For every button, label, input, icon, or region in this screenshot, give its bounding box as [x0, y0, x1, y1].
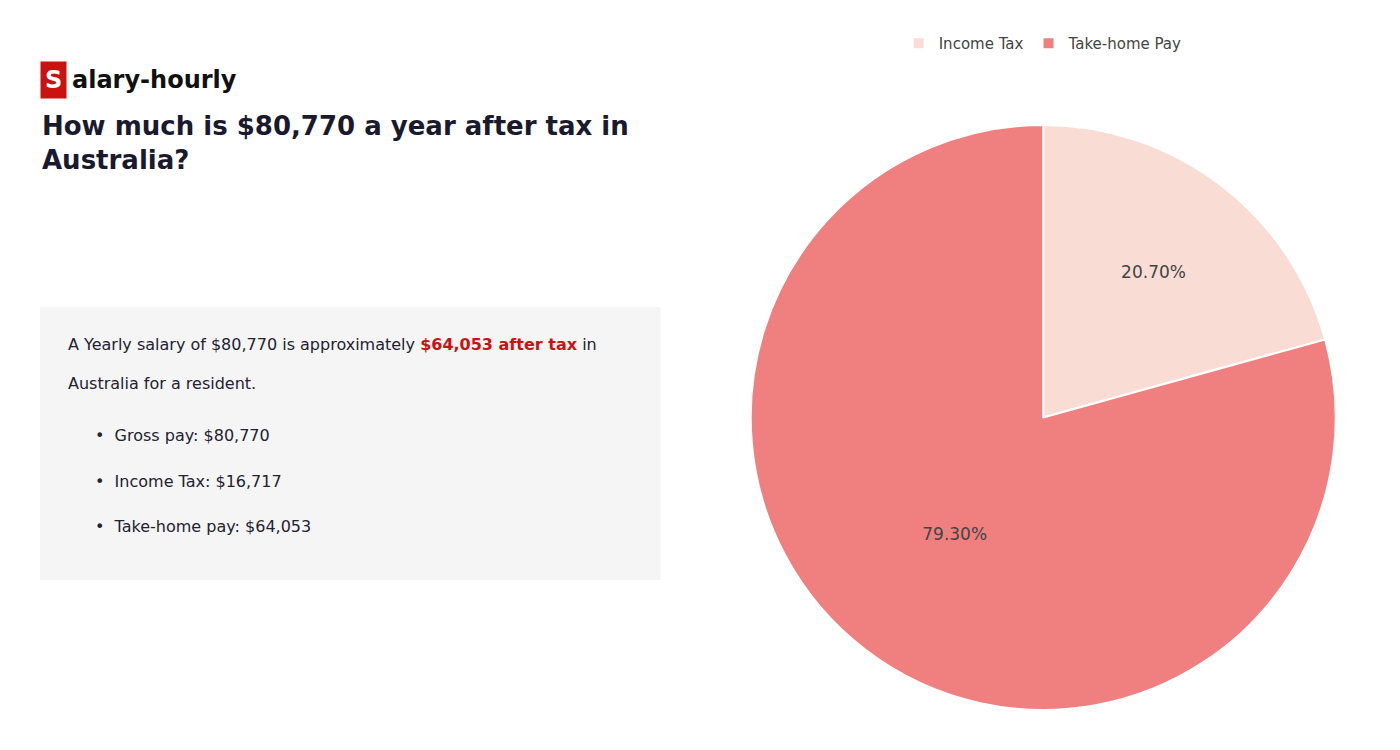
svg-text:Take-home Pay: Take-home Pay — [1068, 35, 1182, 53]
svg-text:• Income Tax: $16,717: • Income Tax: $16,717 — [95, 472, 282, 491]
svg-text:• Gross pay: $80,770: • Gross pay: $80,770 — [95, 426, 270, 445]
svg-text:79.30%: 79.30% — [922, 524, 987, 544]
svg-text:Australia for a resident.: Australia for a resident. — [68, 374, 256, 393]
svg-text:S: S — [45, 66, 62, 94]
svg-text:alary-hourly: alary-hourly — [72, 66, 237, 94]
svg-text:Income Tax: Income Tax — [939, 35, 1024, 53]
svg-text:How much is $80,770 a year aft: How much is $80,770 a year after tax inA… — [42, 111, 629, 175]
svg-text:A Yearly salary of $80,770 is: A Yearly salary of $80,770 is approximat… — [68, 335, 597, 354]
svg-text:20.70%: 20.70% — [1121, 262, 1186, 282]
svg-text:• Take-home pay: $64,053: • Take-home pay: $64,053 — [95, 517, 311, 536]
